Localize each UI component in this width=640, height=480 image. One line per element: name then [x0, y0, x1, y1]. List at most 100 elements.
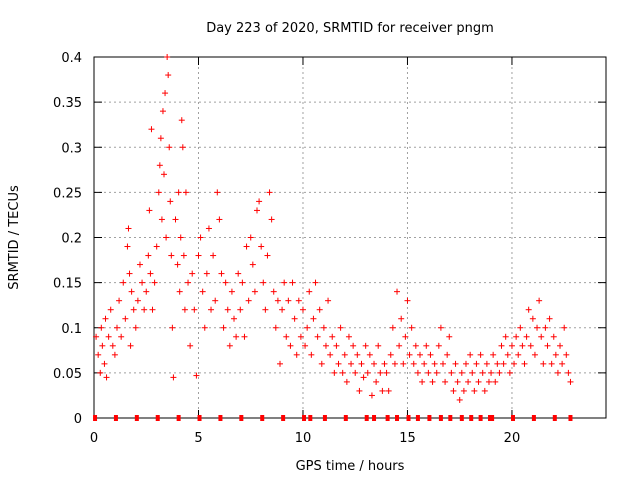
data-point: [354, 351, 361, 358]
data-point: [471, 387, 478, 394]
data-point: [178, 117, 185, 124]
data-point: [504, 351, 511, 358]
data-point: [460, 387, 467, 394]
data-point: [180, 252, 187, 259]
data-point: [498, 342, 505, 349]
data-point: [156, 162, 163, 169]
data-point: [456, 396, 463, 403]
zero-marker: [511, 415, 516, 421]
data-point: [109, 342, 116, 349]
data-point: [360, 374, 367, 381]
data-point: [249, 261, 256, 268]
data-point: [216, 216, 223, 223]
data-point: [508, 342, 515, 349]
data-point: [134, 297, 141, 304]
data-point: [394, 288, 401, 295]
zero-marker: [531, 415, 536, 421]
data-point: [214, 189, 221, 196]
data-point: [105, 333, 112, 340]
data-point: [437, 324, 444, 331]
data-point: [159, 108, 166, 115]
zero-marker: [459, 415, 464, 421]
data-point: [379, 387, 386, 394]
data-point: [127, 342, 134, 349]
data-point: [220, 324, 227, 331]
data-point: [502, 333, 509, 340]
data-point: [157, 135, 164, 142]
data-point: [544, 342, 551, 349]
data-point: [287, 342, 294, 349]
data-point: [331, 369, 338, 376]
data-point: [306, 288, 313, 295]
data-point: [425, 369, 432, 376]
zero-marker: [415, 415, 420, 421]
data-point: [479, 369, 486, 376]
data-point: [345, 333, 352, 340]
x-tick-label: 10: [295, 431, 312, 446]
data-point: [228, 288, 235, 295]
data-point: [285, 297, 292, 304]
data-point: [118, 333, 125, 340]
data-point: [531, 351, 538, 358]
data-point: [153, 243, 160, 250]
data-point: [293, 351, 300, 358]
data-point: [433, 369, 440, 376]
data-point: [534, 324, 541, 331]
data-point: [322, 342, 329, 349]
data-point: [490, 351, 497, 358]
data-point: [450, 387, 457, 394]
data-point: [427, 351, 434, 358]
data-point: [243, 243, 250, 250]
data-point: [373, 378, 380, 385]
data-point: [467, 351, 474, 358]
data-point: [181, 306, 188, 313]
data-point: [302, 342, 309, 349]
data-point: [176, 288, 183, 295]
data-point: [525, 306, 532, 313]
zero-marker: [239, 415, 244, 421]
zero-marker: [302, 415, 307, 421]
data-point: [203, 270, 210, 277]
data-point: [483, 360, 490, 367]
data-point: [519, 342, 526, 349]
data-point: [279, 306, 286, 313]
data-point: [187, 342, 194, 349]
y-tick-label: 0.2: [61, 232, 82, 247]
data-point: [389, 324, 396, 331]
data-point: [274, 297, 281, 304]
data-point: [247, 234, 254, 241]
data-point: [561, 324, 568, 331]
data-point: [515, 351, 522, 358]
data-point: [272, 324, 279, 331]
data-point: [276, 360, 283, 367]
data-point: [132, 324, 139, 331]
data-point: [97, 369, 104, 376]
data-point: [546, 315, 553, 322]
data-point: [174, 261, 181, 268]
data-point: [291, 315, 298, 322]
data-point: [164, 54, 171, 60]
data-point: [485, 378, 492, 385]
data-point: [111, 351, 118, 358]
data-point: [421, 360, 428, 367]
y-tick-label: 0.25: [53, 186, 82, 201]
data-point: [496, 369, 503, 376]
data-point: [329, 333, 336, 340]
zero-marker: [308, 415, 313, 421]
data-point: [521, 360, 528, 367]
data-point: [145, 252, 152, 259]
data-point: [169, 324, 176, 331]
data-point: [148, 126, 155, 133]
zero-marker: [395, 415, 400, 421]
data-point: [113, 324, 120, 331]
data-point: [327, 351, 334, 358]
data-point: [333, 342, 340, 349]
zero-markers: [93, 415, 573, 421]
data-point: [538, 333, 545, 340]
data-point: [506, 369, 513, 376]
data-point: [199, 288, 206, 295]
data-point: [139, 279, 146, 286]
data-point: [511, 360, 518, 367]
zero-marker: [478, 415, 483, 421]
data-point: [396, 342, 403, 349]
